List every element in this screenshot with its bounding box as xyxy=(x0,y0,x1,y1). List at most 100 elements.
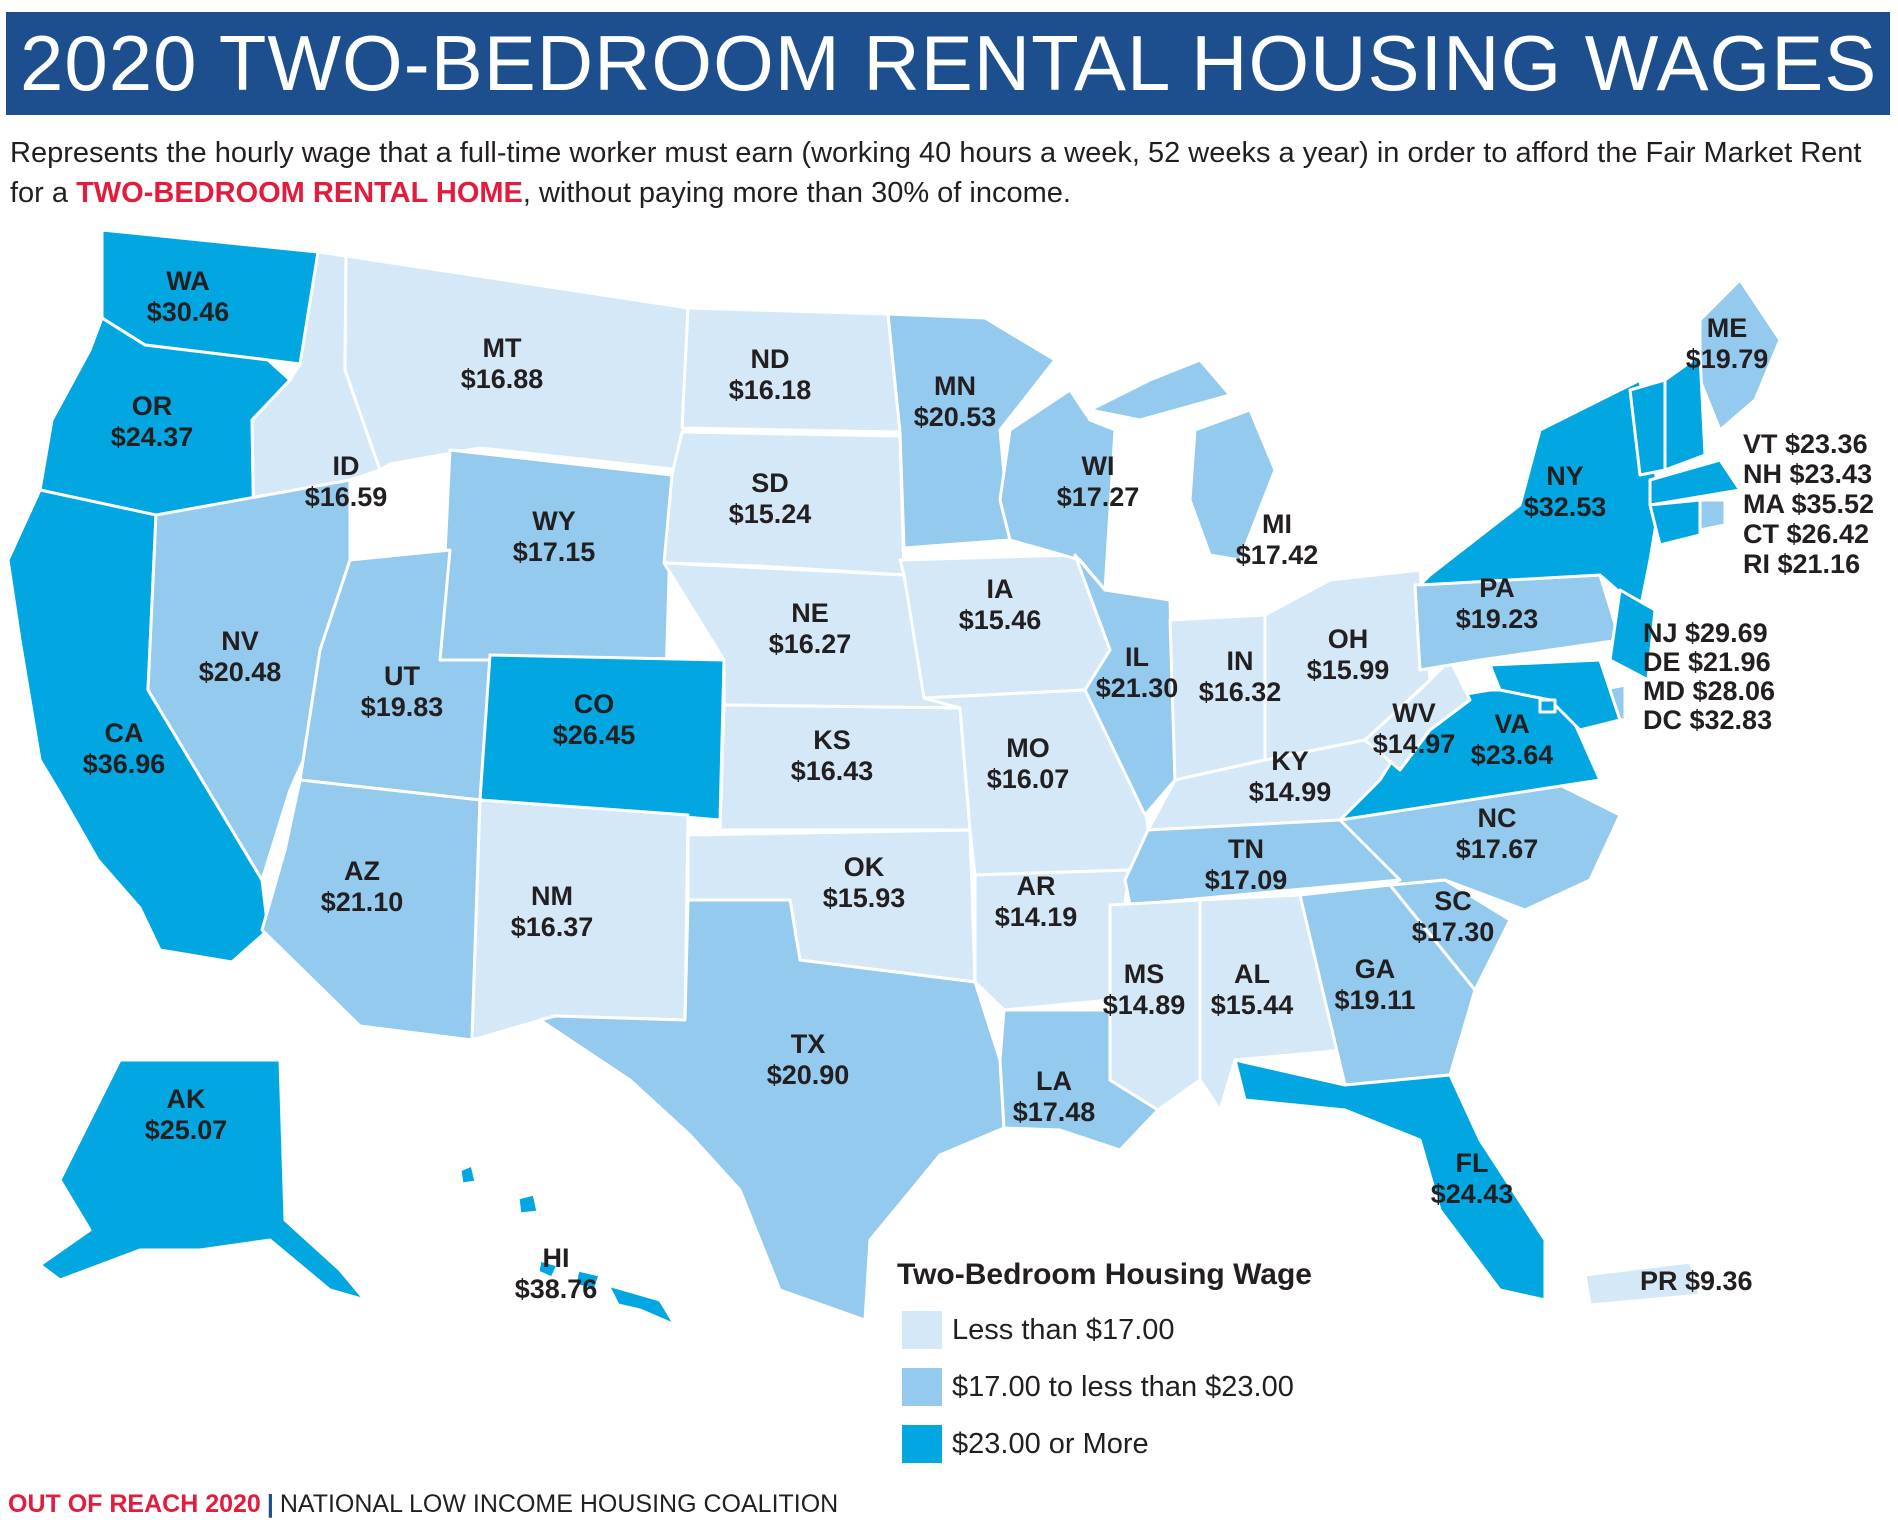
state-abbr-pa: PA xyxy=(1479,573,1515,603)
state-label-ma: MA $35.52 xyxy=(1743,489,1874,519)
state-abbr-ny: NY xyxy=(1546,461,1584,491)
state-abbr-mi: MI xyxy=(1262,509,1292,539)
state-wage-nv: $20.48 xyxy=(199,657,282,687)
state-wage-va: $23.64 xyxy=(1471,740,1554,770)
state-abbr-or: OR xyxy=(132,391,173,421)
state-abbr-ak: AK xyxy=(167,1084,206,1114)
state-shape-fl xyxy=(1233,1058,1547,1302)
state-abbr-tn: TN xyxy=(1228,834,1264,864)
state-shape-pr xyxy=(1583,1260,1702,1307)
state-abbr-mt: MT xyxy=(483,333,522,363)
state-shape-hi4 xyxy=(458,1163,478,1186)
state-shape-nd xyxy=(680,306,902,434)
state-abbr-ut: UT xyxy=(384,661,420,691)
state-shape-ak xyxy=(38,1058,367,1302)
state-label-vt: VT $23.36 xyxy=(1743,429,1868,459)
state-wage-fl: $24.43 xyxy=(1431,1179,1514,1209)
state-abbr-ia: IA xyxy=(987,574,1014,604)
state-wage-la: $17.48 xyxy=(1013,1097,1096,1127)
state-abbr-ca: CA xyxy=(105,718,144,748)
state-label-de: DE $21.96 xyxy=(1643,647,1771,677)
description-text-end: , without paying more than 30% of income… xyxy=(522,177,1071,209)
state-wage-ut: $19.83 xyxy=(361,692,444,722)
description-highlight: TWO-BEDROOM RENTAL HOME xyxy=(76,177,523,209)
state-shape-hi3 xyxy=(573,1268,602,1292)
legend-swatch-high xyxy=(902,1425,942,1463)
state-wage-nc: $17.67 xyxy=(1456,834,1539,864)
footer-brand: OUT OF REACH 2020 xyxy=(8,1490,261,1518)
state-wage-ky: $14.99 xyxy=(1249,777,1332,807)
state-label-pr: PR $9.36 xyxy=(1640,1266,1753,1296)
state-wage-me: $19.79 xyxy=(1686,344,1769,374)
state-wage-ak: $25.07 xyxy=(145,1115,228,1145)
state-wage-wi: $17.27 xyxy=(1057,482,1140,512)
state-wage-mt: $16.88 xyxy=(461,364,544,394)
state-wage-ms: $14.89 xyxy=(1103,990,1186,1020)
state-abbr-sd: SD xyxy=(751,468,789,498)
state-abbr-oh: OH xyxy=(1328,624,1369,654)
state-wage-ca: $36.96 xyxy=(83,749,166,779)
state-abbr-ky: KY xyxy=(1271,746,1309,776)
state-abbr-sc: SC xyxy=(1434,886,1472,916)
state-shape-hi5 xyxy=(516,1192,540,1216)
state-abbr-ks: KS xyxy=(813,725,851,755)
legend-item-high: $23.00 or More xyxy=(902,1424,1149,1464)
state-abbr-ne: NE xyxy=(791,598,829,628)
state-shape-ms xyxy=(1108,898,1202,1112)
state-wage-oh: $15.99 xyxy=(1307,655,1390,685)
footer-org: NATIONAL LOW INCOME HOUSING COALITION xyxy=(279,1490,839,1518)
description: Represents the hourly wage that a full-t… xyxy=(10,133,1890,213)
state-abbr-ms: MS xyxy=(1124,959,1165,989)
state-shape-nh xyxy=(1663,353,1707,472)
state-abbr-id: ID xyxy=(333,451,360,481)
description-text: Represents the hourly wage that a full-t… xyxy=(10,137,1862,209)
state-label-md: MD $28.06 xyxy=(1643,676,1775,706)
state-wage-ny: $32.53 xyxy=(1524,492,1607,522)
state-abbr-il: IL xyxy=(1125,642,1149,672)
state-shape-ct xyxy=(1648,498,1702,547)
legend-swatch-low xyxy=(902,1311,942,1349)
legend-label-low: Less than $17.00 xyxy=(952,1313,1175,1346)
state-wage-id: $16.59 xyxy=(305,482,388,512)
state-wage-wy: $17.15 xyxy=(513,537,596,567)
state-wage-al: $15.44 xyxy=(1211,990,1294,1020)
state-abbr-mo: MO xyxy=(1006,733,1050,763)
state-abbr-wy: WY xyxy=(532,506,576,536)
state-wage-hi: $38.76 xyxy=(515,1274,598,1304)
state-wage-az: $21.10 xyxy=(321,887,404,917)
state-label-nh: NH $23.43 xyxy=(1743,459,1872,489)
legend-item-mid: $17.00 to less than $23.00 xyxy=(902,1367,1294,1407)
legend-title: Two-Bedroom Housing Wage xyxy=(897,1258,1312,1291)
state-wage-in: $16.32 xyxy=(1199,677,1282,707)
state-shape-nc xyxy=(1338,778,1622,912)
state-shape-dc xyxy=(1538,698,1557,714)
state-abbr-tx: TX xyxy=(791,1029,826,1059)
legend-label-high: $23.00 or More xyxy=(952,1427,1149,1460)
page-title: 2020 TWO-BEDROOM RENTAL HOUSING WAGES xyxy=(20,19,1878,107)
state-wage-sc: $17.30 xyxy=(1412,917,1495,947)
state-shape-ga xyxy=(1298,883,1477,1087)
state-abbr-me: ME xyxy=(1707,313,1748,343)
state-wage-co: $26.45 xyxy=(553,720,636,750)
state-wage-wa: $30.46 xyxy=(147,297,230,327)
state-abbr-ar: AR xyxy=(1017,871,1056,901)
state-label-dc: DC $32.83 xyxy=(1643,705,1772,735)
state-label-ri: RI $21.16 xyxy=(1743,549,1860,579)
state-wage-ar: $14.19 xyxy=(995,902,1078,932)
state-wage-or: $24.37 xyxy=(111,422,194,452)
state-abbr-wi: WI xyxy=(1082,451,1115,481)
state-shape-mi xyxy=(1188,408,1277,562)
state-wage-mo: $16.07 xyxy=(987,764,1070,794)
state-shape-wv xyxy=(1363,658,1472,772)
title-bar: 2020 TWO-BEDROOM RENTAL HOUSING WAGES xyxy=(6,12,1890,115)
state-shape-ma xyxy=(1648,458,1742,507)
state-wage-pa: $19.23 xyxy=(1456,604,1539,634)
state-shape-hi1 xyxy=(606,1283,677,1327)
state-abbr-nd: ND xyxy=(751,344,790,374)
state-wage-ia: $15.46 xyxy=(959,605,1042,635)
state-shape-mi-up xyxy=(1088,358,1232,422)
state-abbr-co: CO xyxy=(574,689,615,719)
state-abbr-in: IN xyxy=(1227,646,1254,676)
state-wage-ga: $19.11 xyxy=(1334,985,1415,1015)
state-wage-ne: $16.27 xyxy=(769,629,852,659)
